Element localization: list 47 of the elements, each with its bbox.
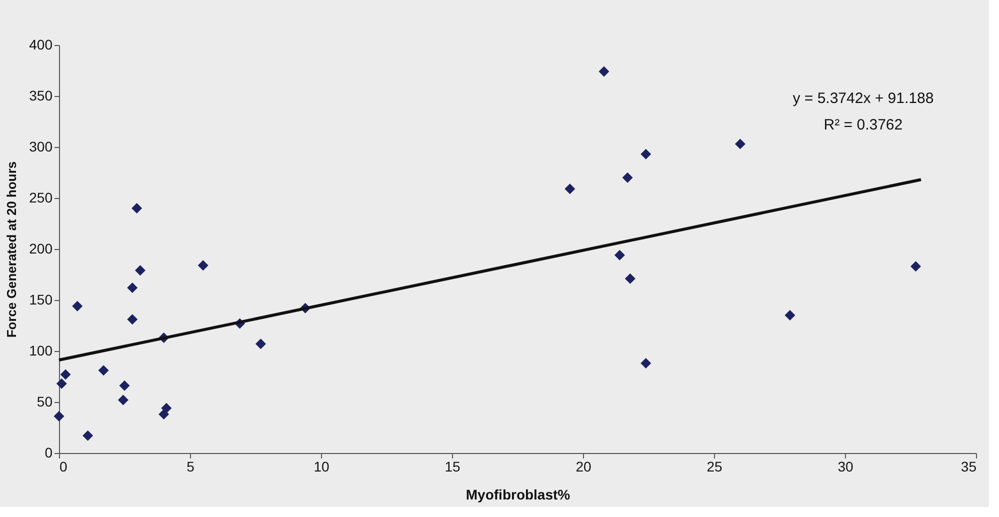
point [734, 138, 746, 150]
x-tick-label: 25 [706, 458, 722, 474]
point [56, 378, 67, 389]
point [54, 411, 64, 422]
point [82, 430, 94, 441]
point [158, 408, 170, 420]
x-tick-label: 5 [186, 458, 195, 474]
y-tick-label: 400 [29, 36, 53, 52]
x-tick-label: 0 [60, 458, 68, 474]
point [784, 310, 796, 321]
y-tick-label: 200 [29, 240, 53, 256]
annotation: R² = 0.3762 [824, 116, 903, 134]
point [119, 380, 130, 391]
x-tick-label: 35 [960, 458, 977, 474]
point [624, 273, 636, 284]
point [134, 265, 146, 276]
point [640, 358, 652, 368]
point [614, 250, 625, 260]
point [127, 314, 138, 325]
y-tick-label: 250 [29, 190, 53, 206]
y-tick-label: 0 [44, 444, 53, 460]
point [127, 282, 138, 294]
y-tick-label: 50 [36, 394, 53, 410]
point [118, 394, 128, 406]
point [255, 338, 266, 350]
point [98, 365, 109, 376]
y-tick-label: 100 [29, 342, 53, 358]
y-tick-label: 300 [29, 138, 53, 154]
point [640, 148, 652, 160]
annotation: y = 5.3742x + 91.188 [792, 90, 934, 108]
point [60, 369, 71, 380]
y-tick-label: 150 [29, 292, 53, 308]
x-tick-label: 15 [444, 458, 460, 474]
x-tick-label: 20 [576, 458, 592, 474]
point [598, 66, 610, 77]
x-tick-label: 30 [838, 458, 854, 474]
point [564, 184, 576, 194]
point [622, 172, 633, 183]
y-tick-label: 350 [29, 88, 53, 104]
point [161, 402, 172, 414]
x-tick-label: 10 [314, 458, 330, 474]
point [198, 260, 208, 271]
point [132, 202, 142, 214]
point [72, 300, 83, 312]
point [910, 261, 921, 272]
x-axis-title: Myofibroblast% [466, 486, 571, 502]
y-axis-title: Force Generated at 20 hours [4, 161, 20, 338]
